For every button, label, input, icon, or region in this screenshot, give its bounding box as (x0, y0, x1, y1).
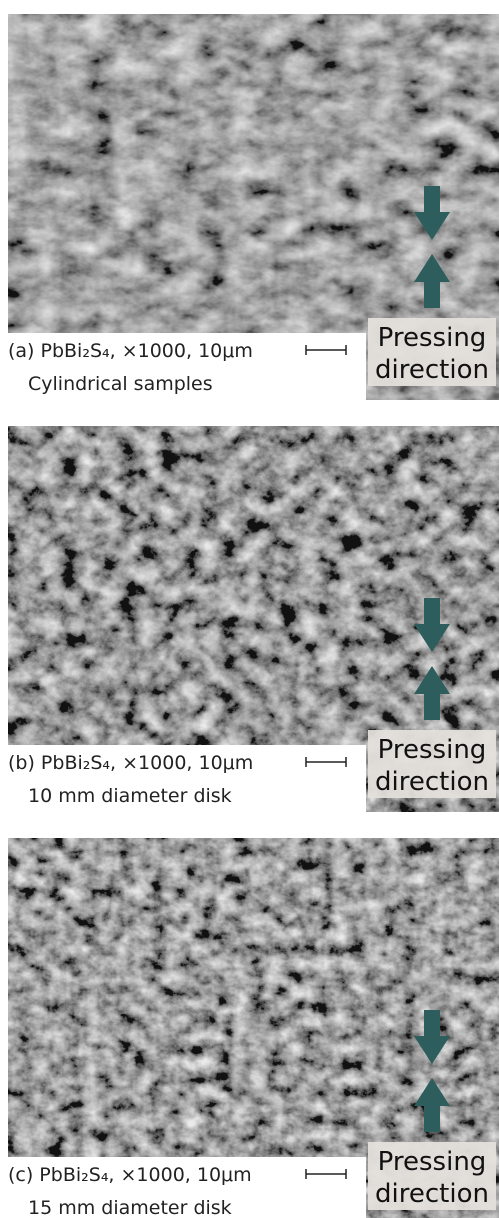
caption: (a) PbBi₂S₄, ×1000, 10μm (8, 340, 253, 362)
pressing-label: direction (375, 1179, 489, 1209)
panel: (c) PbBi₂S₄, ×1000, 10μm 15 mm diameter d… (0, 838, 499, 1218)
pressing-label: direction (375, 355, 489, 385)
caption: (c) PbBi₂S₄, ×1000, 10μm (8, 1164, 252, 1186)
panel: (b) PbBi₂S₄, ×1000, 10μm 10 mm diameter d… (0, 426, 499, 815)
pressing-label: Pressing (378, 735, 487, 765)
caption-subtitle: Cylindrical samples (28, 373, 213, 395)
figure: (a) PbBi₂S₄, ×1000, 10μm Cylindrical samp… (0, 0, 499, 1218)
pressing-label: direction (375, 767, 489, 797)
caption-subtitle: 10 mm diameter disk (28, 785, 232, 807)
caption: (b) PbBi₂S₄, ×1000, 10μm (8, 752, 253, 774)
pressing-label: Pressing (378, 323, 487, 353)
panel: (a) PbBi₂S₄, ×1000, 10μm Cylindrical samp… (0, 14, 499, 403)
caption-subtitle: 15 mm diameter disk (28, 1197, 232, 1218)
pressing-label: Pressing (378, 1147, 487, 1177)
